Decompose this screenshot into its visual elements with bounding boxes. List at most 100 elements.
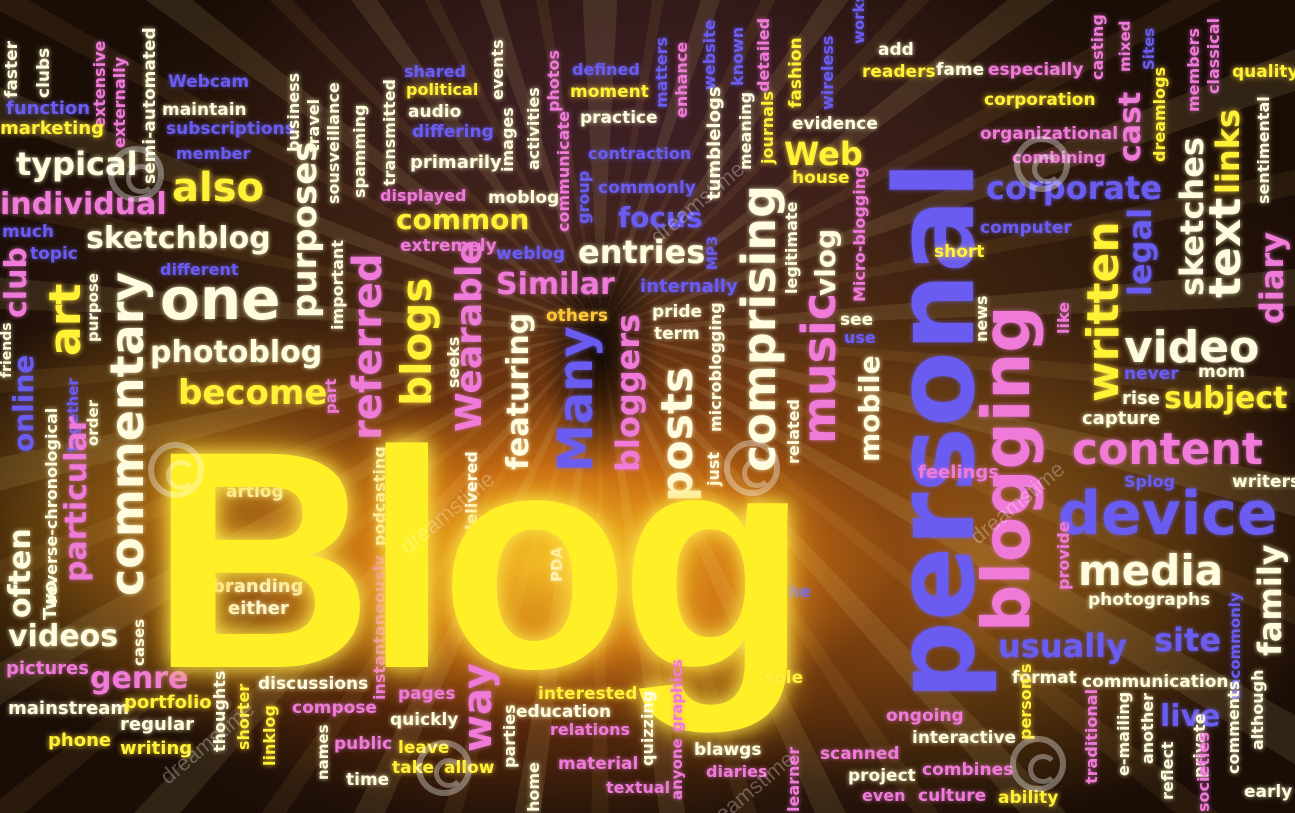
watermark-logo-icon (148, 442, 204, 498)
word: common (396, 203, 530, 236)
word: reverse-chronological (42, 407, 61, 604)
word: links (1209, 108, 1247, 194)
word: differing (412, 122, 494, 142)
word: pages (398, 684, 456, 704)
word: works (850, 0, 868, 44)
word: events (488, 39, 507, 100)
word: fame (936, 60, 985, 80)
word: capture (1082, 408, 1161, 429)
word: vlog (809, 228, 842, 296)
word: although (1248, 669, 1267, 750)
word: scanned (820, 744, 900, 764)
word: branding (212, 576, 304, 597)
word: art (40, 283, 91, 356)
word: portfolio (124, 692, 212, 713)
word: format (1012, 668, 1077, 688)
word: ongoing (886, 706, 964, 726)
word: become (178, 373, 328, 413)
word: mixed (1116, 20, 1134, 72)
word: either (228, 598, 289, 619)
word: journals (758, 91, 777, 164)
word: short (934, 242, 985, 262)
headline-blog: Blog (150, 386, 809, 733)
word: genre (90, 661, 189, 696)
word: mom (1198, 362, 1246, 382)
word: moment (570, 82, 649, 102)
word: group (574, 170, 593, 224)
word: classical (1204, 17, 1223, 94)
word: political (406, 80, 479, 99)
watermark-logo-icon (1014, 136, 1070, 192)
word: shared (404, 62, 466, 81)
word: entries (578, 233, 706, 271)
word: photos (544, 50, 563, 112)
word: moblog (488, 188, 560, 208)
word: traditional (1082, 688, 1101, 784)
word: internally (640, 276, 738, 297)
word: writing (120, 738, 193, 759)
word: parties (500, 704, 519, 768)
word: ability (998, 788, 1059, 808)
word: quality (1232, 62, 1295, 82)
word: linklog (260, 705, 279, 766)
word: commentary (100, 271, 154, 596)
word: way (455, 663, 501, 752)
word: like (1054, 301, 1073, 334)
word: early (1244, 782, 1293, 802)
word: especially (988, 60, 1084, 80)
word: feelings (918, 462, 999, 483)
word: subject (1164, 381, 1288, 416)
word: legitimate (782, 201, 801, 294)
word: usually (998, 627, 1127, 665)
word: media (1078, 546, 1224, 595)
word: Two (40, 580, 61, 620)
word: weblog (496, 244, 566, 264)
word: interactive (912, 728, 1017, 748)
word: pictures (6, 658, 89, 679)
word: corporation (984, 90, 1096, 110)
word: quizzing (638, 690, 657, 766)
word: Similar (496, 267, 615, 302)
word: maintain (162, 100, 247, 120)
word: regular (120, 714, 194, 735)
word: Webcam (168, 72, 250, 92)
word: textual (606, 778, 671, 797)
word: communication (1082, 672, 1229, 692)
word: discussions (258, 674, 369, 694)
watermark-logo-icon (108, 146, 164, 202)
word: detailed (754, 17, 773, 92)
word: focus (618, 201, 703, 234)
word: sentimental (1254, 96, 1273, 204)
word: displayed (380, 186, 467, 205)
word: topic (30, 244, 78, 264)
word: material (558, 754, 639, 774)
word: public (334, 734, 393, 754)
word: organizational (980, 124, 1119, 144)
word: purposes (285, 141, 325, 318)
word: comments (1224, 680, 1243, 774)
word: Sites (1140, 27, 1158, 70)
word: written (1078, 221, 1129, 402)
word: images (498, 107, 517, 172)
word: pride (652, 302, 703, 322)
word: practice (580, 108, 658, 128)
word: house (792, 168, 850, 188)
word: quickly (390, 710, 459, 730)
word: sketchblog (86, 221, 271, 256)
word: cast (1113, 91, 1148, 162)
watermark-logo-icon (724, 440, 780, 496)
word: defined (572, 60, 640, 79)
word: audio (408, 102, 462, 122)
word: activities (524, 87, 543, 170)
word: faster (2, 40, 22, 98)
word: seeks (444, 336, 463, 388)
word: transmitted (380, 78, 399, 186)
word: extremely (400, 236, 497, 256)
word: term (654, 324, 700, 344)
word: diary (1253, 231, 1291, 324)
word: readers (862, 62, 936, 82)
word: evidence (792, 114, 878, 134)
word: compose (292, 698, 377, 718)
word: relations (550, 720, 631, 739)
